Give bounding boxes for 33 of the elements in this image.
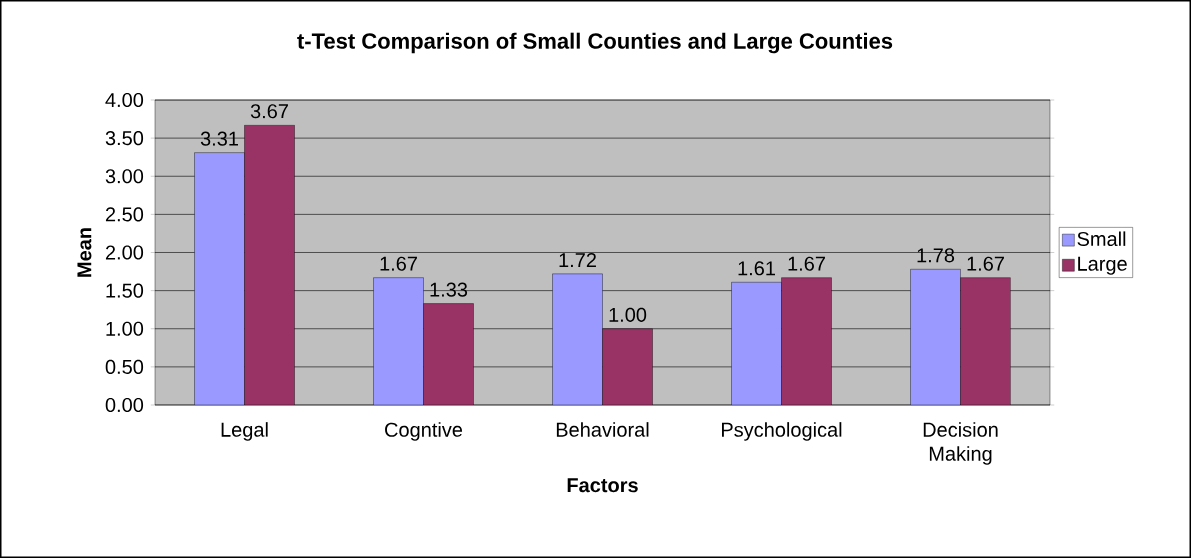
data-label: 1.67 xyxy=(788,256,825,271)
data-label: 1.00 xyxy=(609,307,647,322)
data-label: 1.33 xyxy=(430,282,468,297)
bar xyxy=(373,277,424,405)
x-axis-title: Factors xyxy=(567,478,638,493)
bar xyxy=(194,152,245,405)
data-label: 1.61 xyxy=(738,261,775,276)
x-tick-label: Psychological xyxy=(722,422,842,441)
x-tick-label: Cogntive xyxy=(385,422,463,441)
data-label: 3.31 xyxy=(200,131,238,146)
y-tick-label: 3.00 xyxy=(105,169,144,184)
x-tick-label: Legal xyxy=(221,422,268,441)
y-tick-label: 1.00 xyxy=(106,321,144,336)
y-tick-label: 0.00 xyxy=(105,397,144,413)
data-label: 1.67 xyxy=(967,256,1004,271)
chart-title: t-Test Comparison of Small Counties and Large Counties xyxy=(297,32,893,54)
y-tick-label: 2.00 xyxy=(105,245,144,260)
y-axis-title: Mean xyxy=(77,228,92,277)
y-tick-label: 1.50 xyxy=(106,283,144,298)
y-tick-label: 4.00 xyxy=(105,92,144,108)
legend-label: Large xyxy=(1078,256,1127,275)
bar xyxy=(910,269,961,405)
x-tick-label: Behavioral xyxy=(556,422,649,437)
legend-label: Small xyxy=(1077,231,1126,247)
y-tick-label: 0.50 xyxy=(105,359,144,374)
bar xyxy=(731,282,782,405)
data-label: 3.67 xyxy=(250,104,288,119)
bar xyxy=(552,273,603,405)
data-label: 1.67 xyxy=(380,256,417,271)
x-tick-label: Decision Making xyxy=(923,422,998,465)
data-label: 1.72 xyxy=(559,253,596,267)
y-tick-label: 3.50 xyxy=(105,131,144,146)
y-tick-label: 2.50 xyxy=(105,207,144,222)
